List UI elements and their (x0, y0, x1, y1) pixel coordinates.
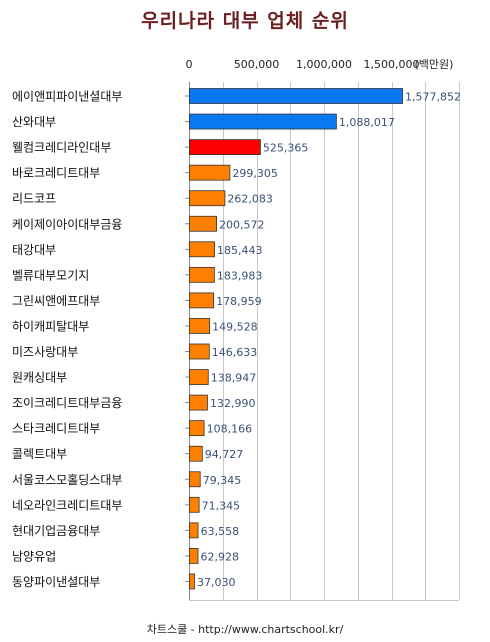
unit-label: (백만원) (415, 58, 454, 71)
value-label: 37,030 (197, 576, 236, 589)
value-label: 94,727 (205, 448, 244, 461)
category-label: 리드코프 (12, 192, 56, 206)
bar (189, 113, 337, 130)
value-label: 138,947 (211, 372, 257, 385)
bar (189, 548, 199, 564)
bar (189, 139, 261, 156)
category-label: 동양파이낸셜대부 (12, 575, 100, 589)
value-label: 79,345 (203, 474, 242, 487)
category-label: 바로크레디트대부 (12, 166, 100, 180)
bar (189, 241, 215, 258)
value-label: 132,990 (210, 397, 256, 410)
category-label: 콜렉트대부 (12, 447, 67, 461)
category-label: 서울코스모홀딩스대부 (12, 473, 122, 487)
bar (189, 445, 203, 462)
bar (189, 522, 199, 539)
x-tick-label: 1,500,000 (364, 58, 420, 71)
bar (189, 318, 211, 334)
value-label: 525,365 (263, 142, 309, 155)
category-label: 산와대부 (12, 115, 56, 129)
x-tick-label: 500,000 (234, 58, 280, 71)
category-label: 벨류대부모기지 (12, 268, 89, 282)
grid-layer (185, 82, 460, 601)
x-tick-label: 0 (186, 58, 193, 71)
bar (189, 471, 201, 488)
bar (189, 394, 208, 411)
chart-title: 우리나라 대부 업체 순위 (141, 10, 349, 32)
value-label: 146,633 (212, 346, 258, 359)
category-label: 조이크레디트대부금융 (12, 396, 122, 410)
category-label: 태강대부 (12, 243, 56, 257)
value-label: 63,558 (201, 525, 240, 538)
bar (189, 292, 215, 309)
value-label: 1,577,852 (405, 91, 461, 104)
value-label: 149,528 (212, 320, 258, 333)
category-label: 에이앤피파이낸셜대부 (12, 90, 122, 104)
bar (189, 266, 215, 283)
value-label: 185,443 (217, 244, 262, 257)
value-label: 108,166 (207, 423, 253, 436)
category-label: 하이캐피탈대부 (12, 319, 89, 333)
x-tick-label: 1,000,000 (296, 58, 352, 71)
category-label: 원캐싱대부 (12, 371, 67, 385)
bar-layer (189, 88, 403, 590)
category-label: 남양유업 (12, 549, 56, 563)
bar (189, 190, 226, 207)
bar (189, 573, 195, 590)
category-label: 그린씨앤에프대부 (12, 294, 100, 308)
category-label: 웰컴크레디라인대부 (12, 141, 111, 155)
bar (189, 88, 403, 104)
category-label: 스타크레디트대부 (12, 422, 100, 436)
category-label: 현대기업금융대부 (12, 524, 100, 538)
bar (189, 496, 200, 513)
bar (189, 420, 205, 437)
value-label: 262,083 (227, 193, 273, 206)
value-label: 62,928 (200, 550, 239, 563)
value-label: 183,983 (217, 269, 263, 282)
value-label: 200,572 (219, 218, 264, 231)
value-label: 71,345 (202, 499, 241, 512)
bar (189, 343, 210, 360)
category-label: 네오라인크레디트대부 (12, 498, 122, 512)
bar (189, 215, 217, 232)
bar (189, 369, 209, 385)
category-label: 케이제이아이대부금융 (12, 217, 122, 231)
footer-credit: 차트스쿨 - http://www.chartschool.kr/ (146, 623, 344, 636)
value-label: 1,088,017 (339, 116, 395, 129)
label-layer: 0 500,000 1,000,000 1,500,000 에이앤피파이낸셜대부 1,57… (12, 58, 461, 589)
category-label: 미즈사랑대부 (12, 345, 78, 359)
value-label: 178,959 (216, 295, 262, 308)
value-label: 299,305 (232, 167, 278, 180)
bar (189, 164, 231, 181)
